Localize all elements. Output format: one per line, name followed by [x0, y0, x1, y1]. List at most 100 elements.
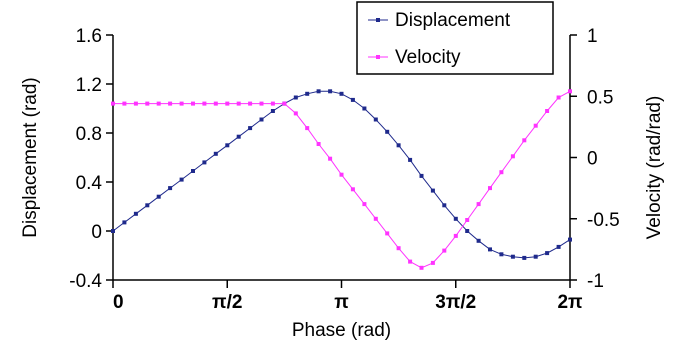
velocity-data-point — [282, 101, 287, 106]
displacement-data-point — [568, 237, 572, 242]
velocity-data-point — [293, 111, 298, 116]
x-tick-label: π — [334, 292, 349, 313]
legend-velocity-marker — [376, 55, 380, 59]
velocity-data-point — [191, 101, 195, 106]
displacement-data-point — [373, 117, 378, 122]
right-y-tick-label: 1 — [587, 26, 598, 47]
displacement-data-point — [191, 169, 195, 173]
velocity-data-point — [533, 123, 538, 128]
displacement-data-point — [488, 247, 492, 252]
velocity-data-point — [442, 248, 447, 253]
velocity-data-point — [202, 101, 207, 106]
velocity-data-point — [225, 101, 230, 106]
displacement-data-point — [396, 143, 401, 148]
velocity-data-point — [305, 126, 310, 131]
velocity-data-point — [168, 101, 173, 106]
velocity-data-point — [465, 218, 470, 222]
velocity-data-point — [156, 101, 161, 106]
displacement-data-point — [362, 106, 367, 111]
velocity-data-point — [362, 202, 367, 207]
displacement-data-point — [522, 255, 527, 260]
velocity-data-point — [499, 170, 504, 175]
displacement-data-point — [430, 188, 435, 193]
legend-velocity-label: Velocity — [395, 47, 461, 68]
series-layer — [111, 89, 572, 270]
displacement-data-point — [168, 186, 173, 191]
right-y-tick-label: -1 — [587, 271, 604, 292]
velocity-data-point — [259, 101, 264, 106]
displacement-data-point — [442, 203, 447, 208]
velocity-data-point — [488, 186, 492, 191]
velocity-data-point — [385, 231, 390, 236]
displacement-data-point — [408, 157, 413, 162]
displacement-data-point — [259, 117, 264, 122]
legend-displacement-marker — [376, 18, 380, 22]
displacement-data-point — [225, 143, 230, 148]
velocity-data-point — [408, 259, 413, 264]
displacement-data-point — [202, 160, 207, 165]
displacement-data-point — [305, 91, 310, 96]
velocity-data-point — [328, 156, 333, 161]
x-axis-title: Phase (rad) — [292, 320, 391, 341]
displacement-data-point — [270, 109, 275, 113]
velocity-data-point — [556, 95, 561, 100]
displacement-data-point — [510, 254, 515, 259]
displacement-data-point — [339, 91, 344, 96]
left-y-tick-label: 1.6 — [76, 26, 102, 47]
displacement-data-point — [316, 89, 321, 94]
left-y-tick-label: 0.8 — [76, 124, 102, 145]
velocity-data-point — [510, 154, 515, 159]
velocity-data-point — [111, 101, 115, 106]
velocity-data-point — [430, 260, 435, 265]
displacement-data-point — [145, 203, 150, 208]
right-y-axis-title: Velocity (rad/rad) — [644, 96, 665, 240]
velocity-data-point — [476, 202, 481, 207]
left-y-tick-label: -0.4 — [69, 271, 102, 292]
velocity-data-point — [236, 101, 241, 106]
displacement-data-point — [453, 216, 458, 221]
displacement-data-point — [111, 229, 115, 233]
legend-displacement-label: Displacement — [395, 10, 511, 31]
velocity-data-point — [568, 89, 572, 94]
displacement-data-point — [556, 244, 561, 249]
legend-box — [356, 1, 554, 75]
displacement-data-point — [533, 254, 538, 259]
velocity-data-point — [179, 101, 184, 106]
velocity-data-point — [213, 101, 218, 106]
displacement-data-point — [213, 151, 218, 156]
displacement-data-point — [236, 134, 241, 139]
displacement-data-point — [476, 238, 481, 243]
velocity-data-point — [419, 265, 424, 270]
velocity-data-point — [133, 101, 138, 106]
left-y-tick-label: 0 — [91, 222, 102, 243]
displacement-data-point — [328, 89, 333, 94]
left-y-tick-label: 1.2 — [76, 75, 102, 96]
displacement-data-point — [385, 129, 390, 134]
right-y-tick-label: 0.5 — [587, 87, 613, 108]
right-y-tick-label: -0.5 — [587, 210, 620, 231]
x-tick-label: 3π/2 — [435, 292, 476, 313]
displacement-data-point — [293, 95, 298, 100]
velocity-data-point — [122, 101, 127, 106]
velocity-data-point — [396, 246, 401, 251]
velocity-data-point — [453, 233, 458, 238]
velocity-data-point — [248, 101, 253, 106]
left-y-tick-label: 0.4 — [76, 173, 103, 194]
x-tick-label: 2π — [557, 292, 583, 313]
velocity-data-point — [522, 138, 527, 143]
labels-layer: -0.4 0 0.4 0.8 1.2 1.6 -1 -0.5 0 0.5 1 0 π/2 π 3π/2 2π P… — [20, 26, 665, 341]
displacement-data-point — [545, 251, 550, 256]
right-y-tick-label: 0 — [587, 149, 598, 170]
displacement-data-point — [179, 177, 184, 182]
velocity-data-point — [545, 109, 550, 113]
legend: Displacement Velocity — [356, 1, 554, 75]
left-y-axis-title: Displacement (rad) — [20, 77, 41, 238]
velocity-data-point — [145, 101, 150, 106]
displacement-data-point — [248, 126, 253, 131]
x-tick-label: 0 — [113, 292, 124, 313]
displacement-data-point — [465, 229, 470, 233]
displacement-data-point — [419, 173, 424, 178]
displacement-data-point — [499, 252, 504, 257]
x-tick-label: π/2 — [212, 292, 242, 313]
